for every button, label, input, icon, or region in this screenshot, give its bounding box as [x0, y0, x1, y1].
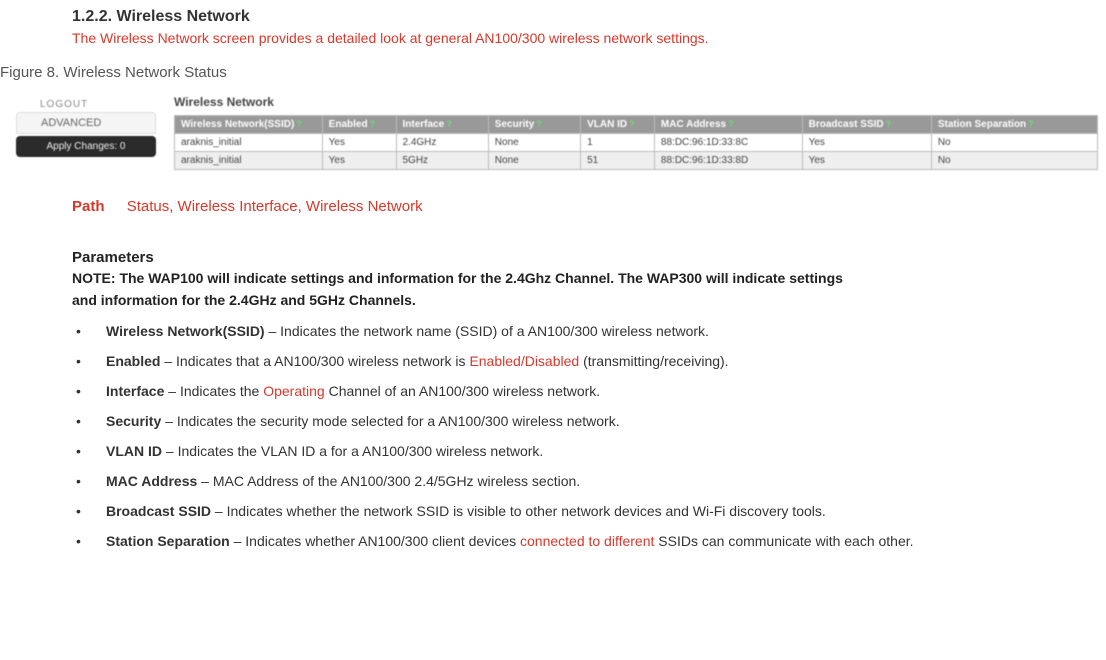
parameters-heading: Parameters — [72, 249, 1096, 266]
table-cell: Yes — [802, 152, 931, 170]
parameter-term: Station Separation — [106, 533, 230, 549]
table-cell: No — [931, 152, 1097, 170]
parameter-item: Security – Indicates the security mode s… — [72, 411, 1096, 432]
parameter-item: MAC Address – MAC Address of the AN100/3… — [72, 471, 1096, 492]
parameter-desc: Indicates the VLAN ID a for a AN100/300 … — [178, 443, 544, 459]
table-row: araknis_initialYes5GHzNone5188:DC:96:1D:… — [175, 152, 1098, 170]
parameter-term: Interface — [106, 383, 164, 399]
parameter-highlight: Enabled/Disabled — [469, 353, 579, 369]
parameter-highlight: Operating — [263, 383, 324, 399]
parameter-item: Wireless Network(SSID) – Indicates the n… — [72, 321, 1096, 342]
table-cell: 5GHz — [396, 152, 488, 170]
table-header-cell: VLAN ID? — [581, 116, 655, 134]
screenshot-region: LOGOUT ADVANCED Apply Changes: 0 Wireles… — [16, 95, 1098, 170]
parameter-desc: Indicates the network name (SSID) of a A… — [280, 323, 709, 339]
table-cell: Yes — [322, 152, 396, 170]
table-header-cell: MAC Address? — [654, 116, 802, 134]
parameter-desc-part: (transmitting/receiving). — [579, 353, 728, 369]
help-icon[interactable]: ? — [446, 119, 452, 129]
parameter-item: Broadcast SSID – Indicates whether the n… — [72, 501, 1096, 522]
table-row: araknis_initialYes2.4GHzNone188:DC:96:1D… — [175, 134, 1098, 152]
parameter-term: Wireless Network(SSID) — [106, 323, 265, 339]
parameter-desc-part: SSIDs can communicate with each other. — [654, 533, 913, 549]
table-header-cell: Wireless Network(SSID)? — [175, 116, 323, 134]
help-icon[interactable]: ? — [370, 119, 376, 129]
parameter-desc: Indicates the security mode selected for… — [177, 413, 620, 429]
parameter-term: Security — [106, 413, 161, 429]
section-heading: 1.2.2. Wireless Network — [72, 8, 1106, 26]
logout-label: LOGOUT — [16, 95, 156, 112]
help-icon[interactable]: ? — [629, 119, 635, 129]
parameters-note: NOTE: The WAP100 will indicate settings … — [72, 268, 1096, 311]
table-cell: 88:DC:96:1D:33:8D — [654, 152, 802, 170]
help-icon[interactable]: ? — [536, 119, 542, 129]
parameter-item: Enabled – Indicates that a AN100/300 wir… — [72, 351, 1096, 372]
panel-title: Wireless Network — [174, 95, 1098, 109]
parameters-list: Wireless Network(SSID) – Indicates the n… — [72, 321, 1096, 552]
path-label: Path — [72, 198, 105, 215]
table-cell: 1 — [581, 134, 655, 152]
parameter-term: MAC Address — [106, 473, 197, 489]
table-header-cell: Interface? — [396, 116, 488, 134]
table-cell: 51 — [581, 152, 655, 170]
parameter-desc-part: Indicates whether AN100/300 client devic… — [245, 533, 520, 549]
parameter-term: VLAN ID — [106, 443, 162, 459]
parameter-desc: Indicates whether the network SSID is vi… — [227, 503, 826, 519]
intro-text: The Wireless Network screen provides a d… — [72, 30, 1106, 46]
help-icon[interactable]: ? — [1028, 119, 1034, 129]
table-cell: No — [931, 134, 1097, 152]
parameter-desc-part: Indicates that a AN100/300 wireless netw… — [176, 353, 469, 369]
table-cell: araknis_initial — [175, 152, 323, 170]
parameter-desc: MAC Address of the AN100/300 2.4/5GHz wi… — [213, 473, 580, 489]
table-header-cell: Security? — [488, 116, 580, 134]
help-icon[interactable]: ? — [296, 119, 302, 129]
parameter-item: Station Separation – Indicates whether A… — [72, 531, 1096, 552]
parameter-item: VLAN ID – Indicates the VLAN ID a for a … — [72, 441, 1096, 462]
note-rest-line: and information for the 2.4GHz and 5GHz … — [72, 292, 416, 308]
note-bold-line: NOTE: The WAP100 will indicate settings … — [72, 270, 843, 286]
table-cell: Yes — [322, 134, 396, 152]
screenshot-sidebar: LOGOUT ADVANCED Apply Changes: 0 — [16, 95, 156, 157]
table-header-cell: Station Separation? — [931, 116, 1097, 134]
help-icon[interactable]: ? — [886, 119, 892, 129]
table-cell: 2.4GHz — [396, 134, 488, 152]
parameter-term: Enabled — [106, 353, 160, 369]
apply-changes-button[interactable]: Apply Changes: 0 — [16, 136, 156, 157]
advanced-label: ADVANCED — [16, 112, 156, 134]
table-cell: None — [488, 134, 580, 152]
table-cell: 88:DC:96:1D:33:8C — [654, 134, 802, 152]
parameter-desc-part: Indicates the — [180, 383, 263, 399]
path-block: Path Status, Wireless Interface, Wireles… — [72, 198, 1106, 215]
parameter-highlight: connected to different — [520, 533, 654, 549]
table-header-row: Wireless Network(SSID)?Enabled?Interface… — [175, 116, 1098, 134]
parameter-term: Broadcast SSID — [106, 503, 211, 519]
table-cell: Yes — [802, 134, 931, 152]
table-cell: araknis_initial — [175, 134, 323, 152]
table-header-cell: Broadcast SSID? — [802, 116, 931, 134]
wireless-network-panel: Wireless Network Wireless Network(SSID)?… — [174, 95, 1098, 170]
figure-caption: Figure 8. Wireless Network Status — [0, 64, 1106, 81]
table-cell: None — [488, 152, 580, 170]
help-icon[interactable]: ? — [728, 119, 734, 129]
parameter-desc-part: Channel of an AN100/300 wireless network… — [325, 383, 601, 399]
wireless-network-table: Wireless Network(SSID)?Enabled?Interface… — [174, 115, 1098, 170]
parameters-block: Parameters NOTE: The WAP100 will indicat… — [72, 249, 1106, 552]
path-value: Status, Wireless Interface, Wireless Net… — [127, 198, 423, 215]
table-header-cell: Enabled? — [322, 116, 396, 134]
parameter-item: Interface – Indicates the Operating Chan… — [72, 381, 1096, 402]
